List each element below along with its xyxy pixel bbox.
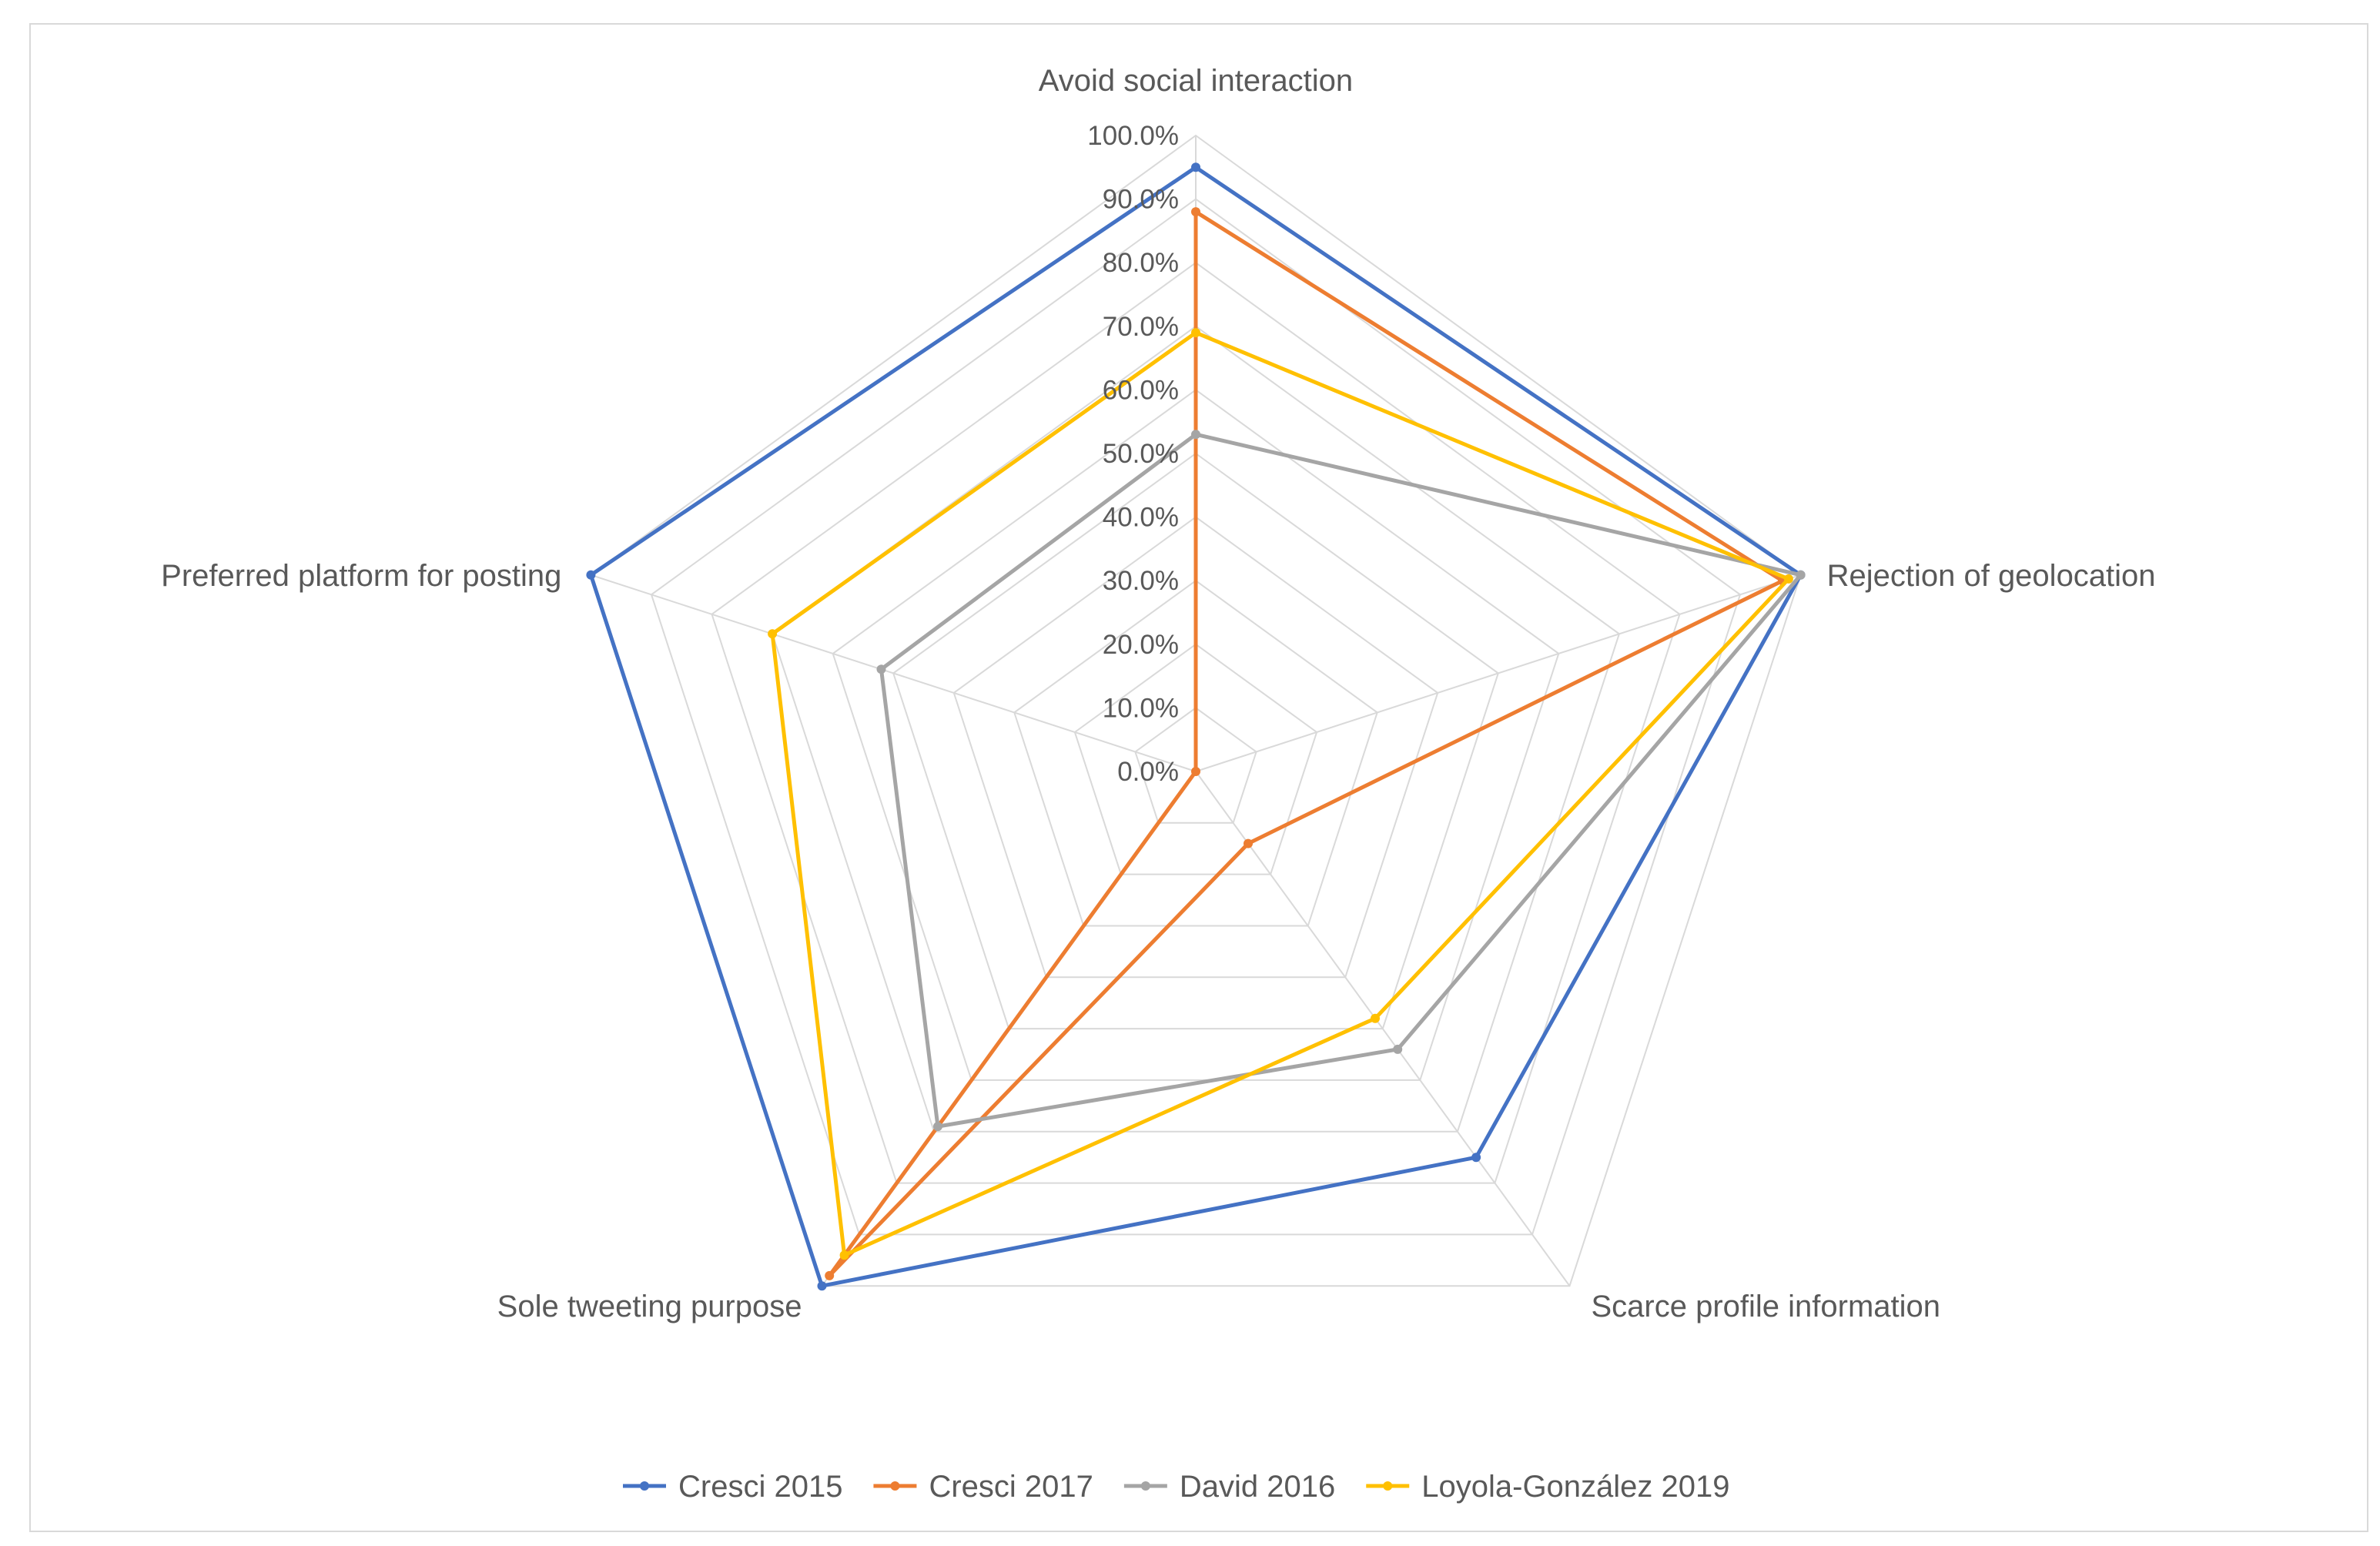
legend-label: David 2016 [1180,1470,1335,1504]
data-point [1191,162,1200,172]
series-line [770,330,1791,1257]
data-point [1191,767,1200,776]
grid-spoke-2 [1195,771,1571,1287]
tick-label: 60.0% [1103,375,1179,405]
legend-label: Cresci 2015 [678,1470,842,1504]
axis-label: Rejection of geolocation [1827,559,2156,593]
series-line [827,209,1785,1278]
series-line [879,432,1803,1129]
grid-ring-3 [1013,579,1378,927]
data-point [1471,1153,1481,1163]
axis-labels: Avoid social interaction Rejection of geo… [161,64,2155,1323]
data-point [768,629,778,639]
axis-label: Sole tweeting purpose [497,1290,802,1323]
legend: Cresci 2015 Cresci 2017 David 2016 Loyola-G… [623,1470,1730,1504]
grid-ring-2 [1073,643,1318,875]
tick-label: 40.0% [1103,503,1179,533]
data-point [586,570,596,580]
radar-chart: 0.0% 10.0% 20.0% 30.0% 40.0% 50.0% 60.0% 70.0% 8… [161,64,2155,1504]
legend-item: David 2016 [1123,1470,1335,1504]
data-point [1191,207,1200,217]
legend-item: Cresci 2015 [623,1470,842,1504]
data-point [876,664,886,674]
legend-marker [890,1481,900,1491]
tick-label: 100.0% [1087,121,1179,151]
data-point [1244,838,1253,848]
grid-spoke-1 [1195,574,1801,772]
data-point [1191,328,1200,338]
series-1 [825,207,1787,1280]
series-2 [876,430,1806,1132]
data-point [1393,1044,1403,1054]
grid-ring-10 [590,134,1802,1287]
series-layer [586,162,1806,1291]
grid-ring-4 [952,516,1439,979]
legend-marker [1383,1481,1393,1491]
grid-ring-6 [832,389,1560,1081]
legend-label: Cresci 2017 [929,1470,1093,1504]
grid-ring-9 [650,198,1742,1236]
legend-marker [640,1481,649,1491]
radial-tick-labels: 0.0% 10.0% 20.0% 30.0% 40.0% 50.0% 60.0% 70.0% 8… [1087,121,1179,787]
tick-label: 90.0% [1103,185,1179,215]
legend-item: Loyola-González 2019 [1366,1470,1730,1504]
tick-label: 10.0% [1103,693,1179,723]
series-line [588,165,1803,1288]
grid-spoke-4 [591,574,1197,772]
tick-label: 80.0% [1103,248,1179,278]
legend-label: Loyola-González 2019 [1421,1470,1729,1504]
legend-marker [1140,1481,1150,1491]
axis-label: Scarce profile information [1592,1290,1941,1323]
data-point [817,1281,827,1291]
series-3 [768,328,1793,1260]
tick-label: 30.0% [1103,566,1179,596]
grid-ring-5 [892,452,1499,1030]
data-point [933,1122,942,1132]
data-point [1371,1013,1380,1023]
data-point [1191,430,1200,440]
tick-label: 20.0% [1103,630,1179,660]
tick-label: 0.0% [1117,757,1179,787]
data-point [1796,570,1806,580]
axis-label: Preferred platform for posting [161,559,561,593]
tick-label: 70.0% [1103,312,1179,342]
chart-frame: 0.0% 10.0% 20.0% 30.0% 40.0% 50.0% 60.0% 70.0% 8… [29,23,2368,1532]
legend-item: Cresci 2017 [873,1470,1093,1504]
data-point [839,1250,849,1260]
data-point [825,1270,835,1280]
tick-label: 50.0% [1103,439,1179,469]
axis-label: Avoid social interaction [1039,64,1353,98]
grid-ring-1 [1134,707,1257,824]
data-point [1783,574,1793,584]
grid-ring-8 [711,261,1681,1184]
